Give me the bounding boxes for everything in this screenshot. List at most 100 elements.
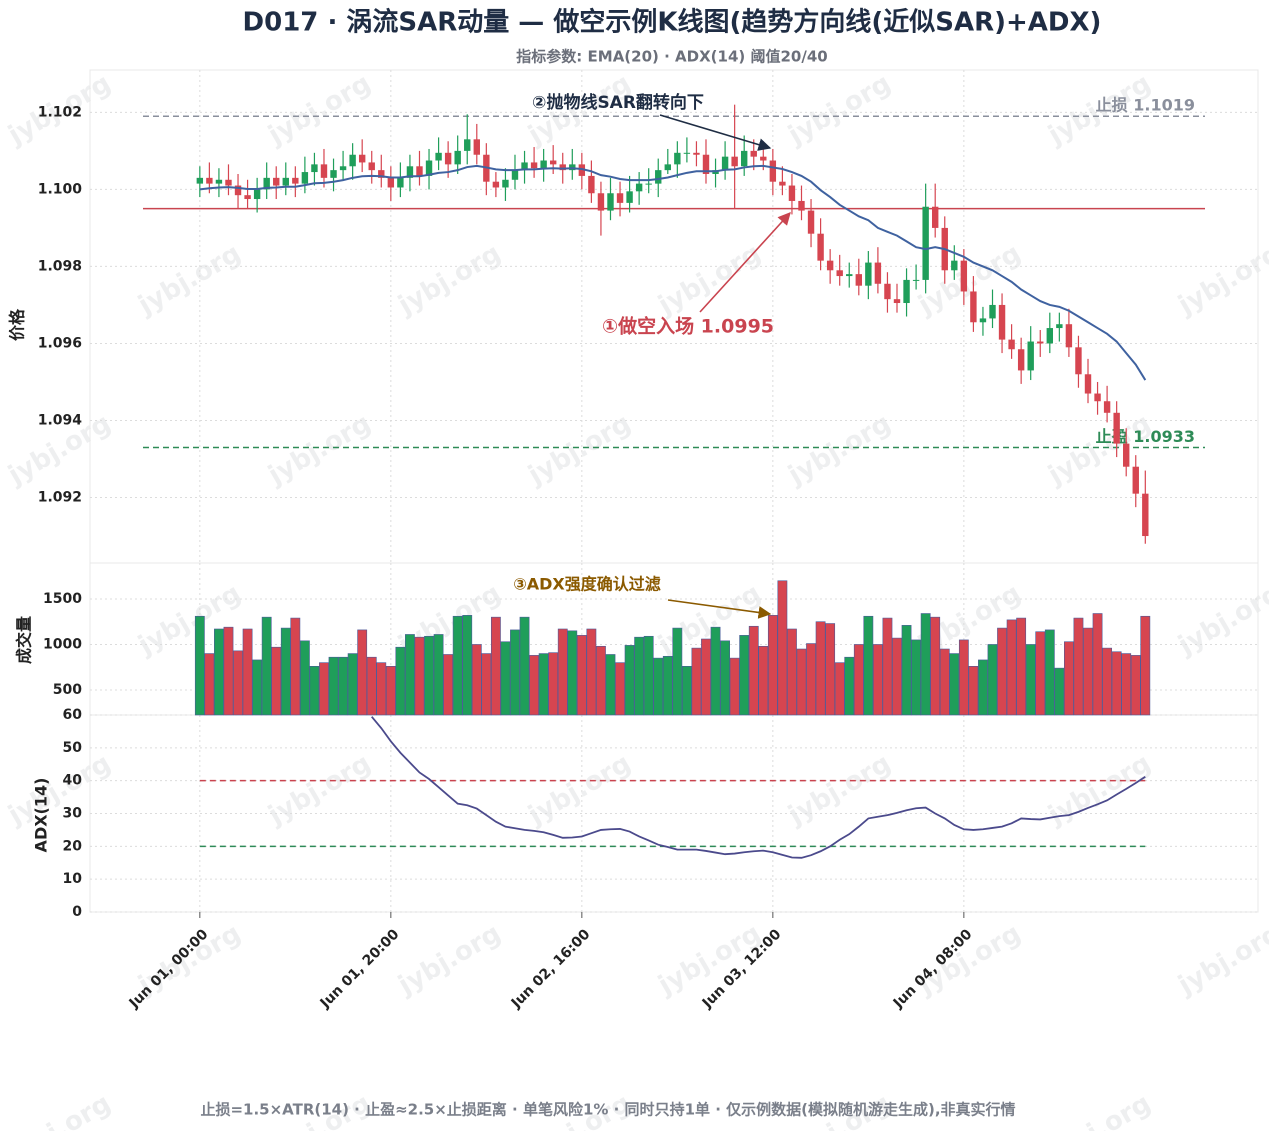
watermark: jybj.org: [263, 748, 376, 831]
watermark: jybj.org: [3, 748, 116, 831]
volume-bar: [347, 653, 358, 716]
candle-body: [865, 262, 872, 286]
candle-body: [846, 274, 853, 277]
volume-bar: [194, 615, 205, 716]
volume-bar: [672, 627, 683, 716]
volume-bar: [290, 617, 301, 716]
volume-bar: [892, 637, 902, 716]
volume-bar: [596, 645, 606, 716]
candle-body: [798, 200, 805, 211]
candle-body: [1103, 401, 1111, 413]
volume-bar: [510, 629, 520, 716]
annotation: ③ADX强度确认过滤: [513, 575, 661, 594]
watermark: jybj.org: [263, 408, 376, 491]
candle-body: [645, 183, 652, 185]
plot-area: 1.0921.0941.0961.0981.1001.1025001000150…: [38, 69, 1259, 1012]
candle-body: [215, 179, 223, 184]
candle-body: [1123, 443, 1130, 467]
watermark: jybj.org: [393, 238, 506, 321]
volume-bar: [911, 639, 921, 716]
watermark: jybj.org: [263, 68, 376, 151]
candle-body: [998, 304, 1006, 340]
watermark: jybj.org: [783, 748, 896, 831]
candle-body: [655, 170, 662, 184]
candle-body: [330, 170, 337, 178]
candle-body: [521, 162, 528, 171]
volume-bar: [252, 659, 263, 716]
volume-bar: [443, 654, 454, 716]
volume-bar: [1016, 617, 1027, 716]
candle-body: [225, 179, 232, 186]
level-label: 止损 1.1019: [1096, 96, 1195, 115]
volume-bar: [978, 659, 988, 716]
candle-body: [903, 279, 910, 304]
volume-bar: [204, 653, 215, 716]
volume-bar: [958, 639, 969, 716]
y-tick-label: 1.098: [38, 258, 82, 274]
y-tick-label: 1.094: [38, 412, 83, 428]
volume-bar: [385, 666, 396, 716]
volume-bar: [500, 641, 511, 716]
volume-bar: [299, 640, 310, 716]
level-label: 止盈 1.0933: [1096, 427, 1195, 446]
candle-body: [292, 177, 299, 184]
volume-bar: [471, 644, 482, 716]
volume-bar: [729, 657, 740, 716]
volume-bar: [739, 635, 750, 716]
volume-bar: [1025, 644, 1036, 716]
candle-body: [311, 164, 318, 173]
volume-bar: [233, 650, 243, 716]
ema-line: [199, 164, 1147, 381]
candle-body: [339, 166, 347, 171]
level-label: ①做空入场 1.0995: [602, 315, 774, 338]
candle-body: [1113, 412, 1120, 444]
y-tick-label: 20: [63, 838, 83, 854]
candle-body: [206, 177, 213, 184]
volume-bar: [901, 625, 912, 716]
watermark: jybj.org: [1173, 238, 1269, 321]
volume-bar: [1121, 653, 1132, 716]
volume-bar: [1035, 631, 1046, 716]
candle-body: [836, 270, 843, 277]
candle-body: [951, 260, 958, 271]
candle-body: [884, 283, 891, 300]
volume-bar: [462, 615, 473, 716]
volume-bar: [815, 621, 826, 716]
volume-bar: [615, 662, 625, 716]
y-tick-label: 30: [63, 806, 83, 822]
volume-bar: [214, 628, 224, 716]
y-tick-label: 50: [63, 740, 83, 756]
volume-bar: [872, 644, 883, 716]
candle-body: [387, 177, 395, 188]
volume-bar: [643, 635, 654, 716]
candle-body: [559, 164, 566, 171]
volume-bar: [758, 645, 769, 716]
volume-bar: [987, 644, 998, 716]
candle-body: [244, 195, 251, 200]
candle-body: [549, 160, 557, 165]
volume-bar: [681, 666, 692, 716]
volume-bar: [882, 617, 893, 716]
volume-bar: [433, 634, 444, 716]
y-tick-label: 1.092: [38, 490, 82, 506]
volume-bar: [767, 615, 778, 716]
candle-body: [874, 262, 882, 284]
candle-body: [817, 233, 824, 261]
y-axis-label: 成交量: [15, 616, 34, 664]
candle-body: [702, 154, 710, 174]
volume-bar: [261, 616, 272, 716]
y-tick-label: 1000: [43, 636, 82, 652]
y-tick-label: 1500: [43, 591, 82, 607]
volume-bar: [853, 644, 864, 716]
volume-bar: [529, 655, 539, 716]
volume-bar: [309, 666, 320, 716]
volume-bar: [395, 646, 406, 716]
candle-body: [378, 170, 385, 178]
watermark: jybj.org: [393, 918, 506, 1001]
volume-bar: [271, 646, 282, 716]
y-tick-label: 40: [63, 773, 83, 789]
candle-body: [464, 139, 471, 151]
